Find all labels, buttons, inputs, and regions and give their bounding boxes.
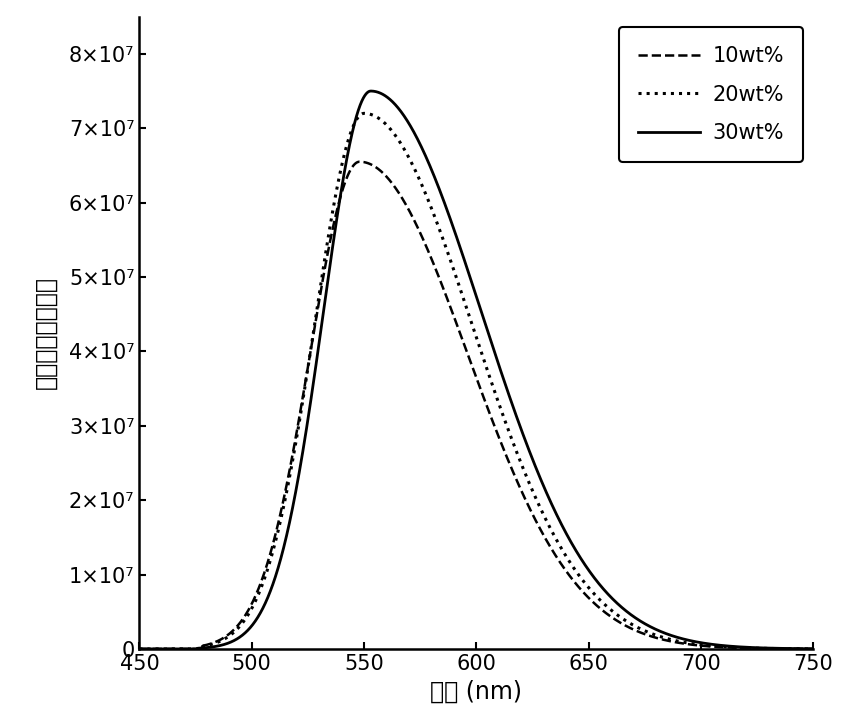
20wt% — [397, 142, 407, 150]
30wt% — [253, 612, 264, 621]
10wt% — [253, 585, 264, 594]
30wt% — [819, 644, 830, 653]
30wt% — [134, 644, 145, 653]
10wt% — [733, 644, 743, 652]
Line: 20wt%: 20wt% — [139, 113, 824, 649]
Line: 30wt%: 30wt% — [139, 91, 824, 649]
10wt% — [397, 194, 407, 203]
30wt% — [212, 642, 223, 650]
30wt% — [807, 644, 817, 653]
20wt% — [253, 590, 264, 599]
Y-axis label: 强度（任意单位）: 强度（任意单位） — [34, 276, 58, 390]
10wt% — [807, 644, 817, 653]
10wt% — [819, 644, 830, 653]
Line: 10wt%: 10wt% — [139, 162, 824, 649]
30wt% — [427, 167, 437, 176]
20wt% — [807, 644, 817, 653]
30wt% — [733, 642, 743, 651]
20wt% — [819, 644, 830, 653]
20wt% — [134, 644, 145, 653]
10wt% — [427, 256, 437, 265]
30wt% — [397, 109, 407, 118]
X-axis label: 波长 (nm): 波长 (nm) — [430, 680, 523, 703]
30wt% — [366, 86, 376, 95]
10wt% — [212, 636, 223, 645]
20wt% — [427, 206, 437, 215]
10wt% — [354, 158, 365, 166]
Legend: 10wt%, 20wt%, 30wt%: 10wt%, 20wt%, 30wt% — [619, 27, 803, 162]
20wt% — [733, 643, 743, 652]
20wt% — [359, 109, 369, 117]
10wt% — [134, 644, 145, 653]
20wt% — [212, 638, 223, 647]
